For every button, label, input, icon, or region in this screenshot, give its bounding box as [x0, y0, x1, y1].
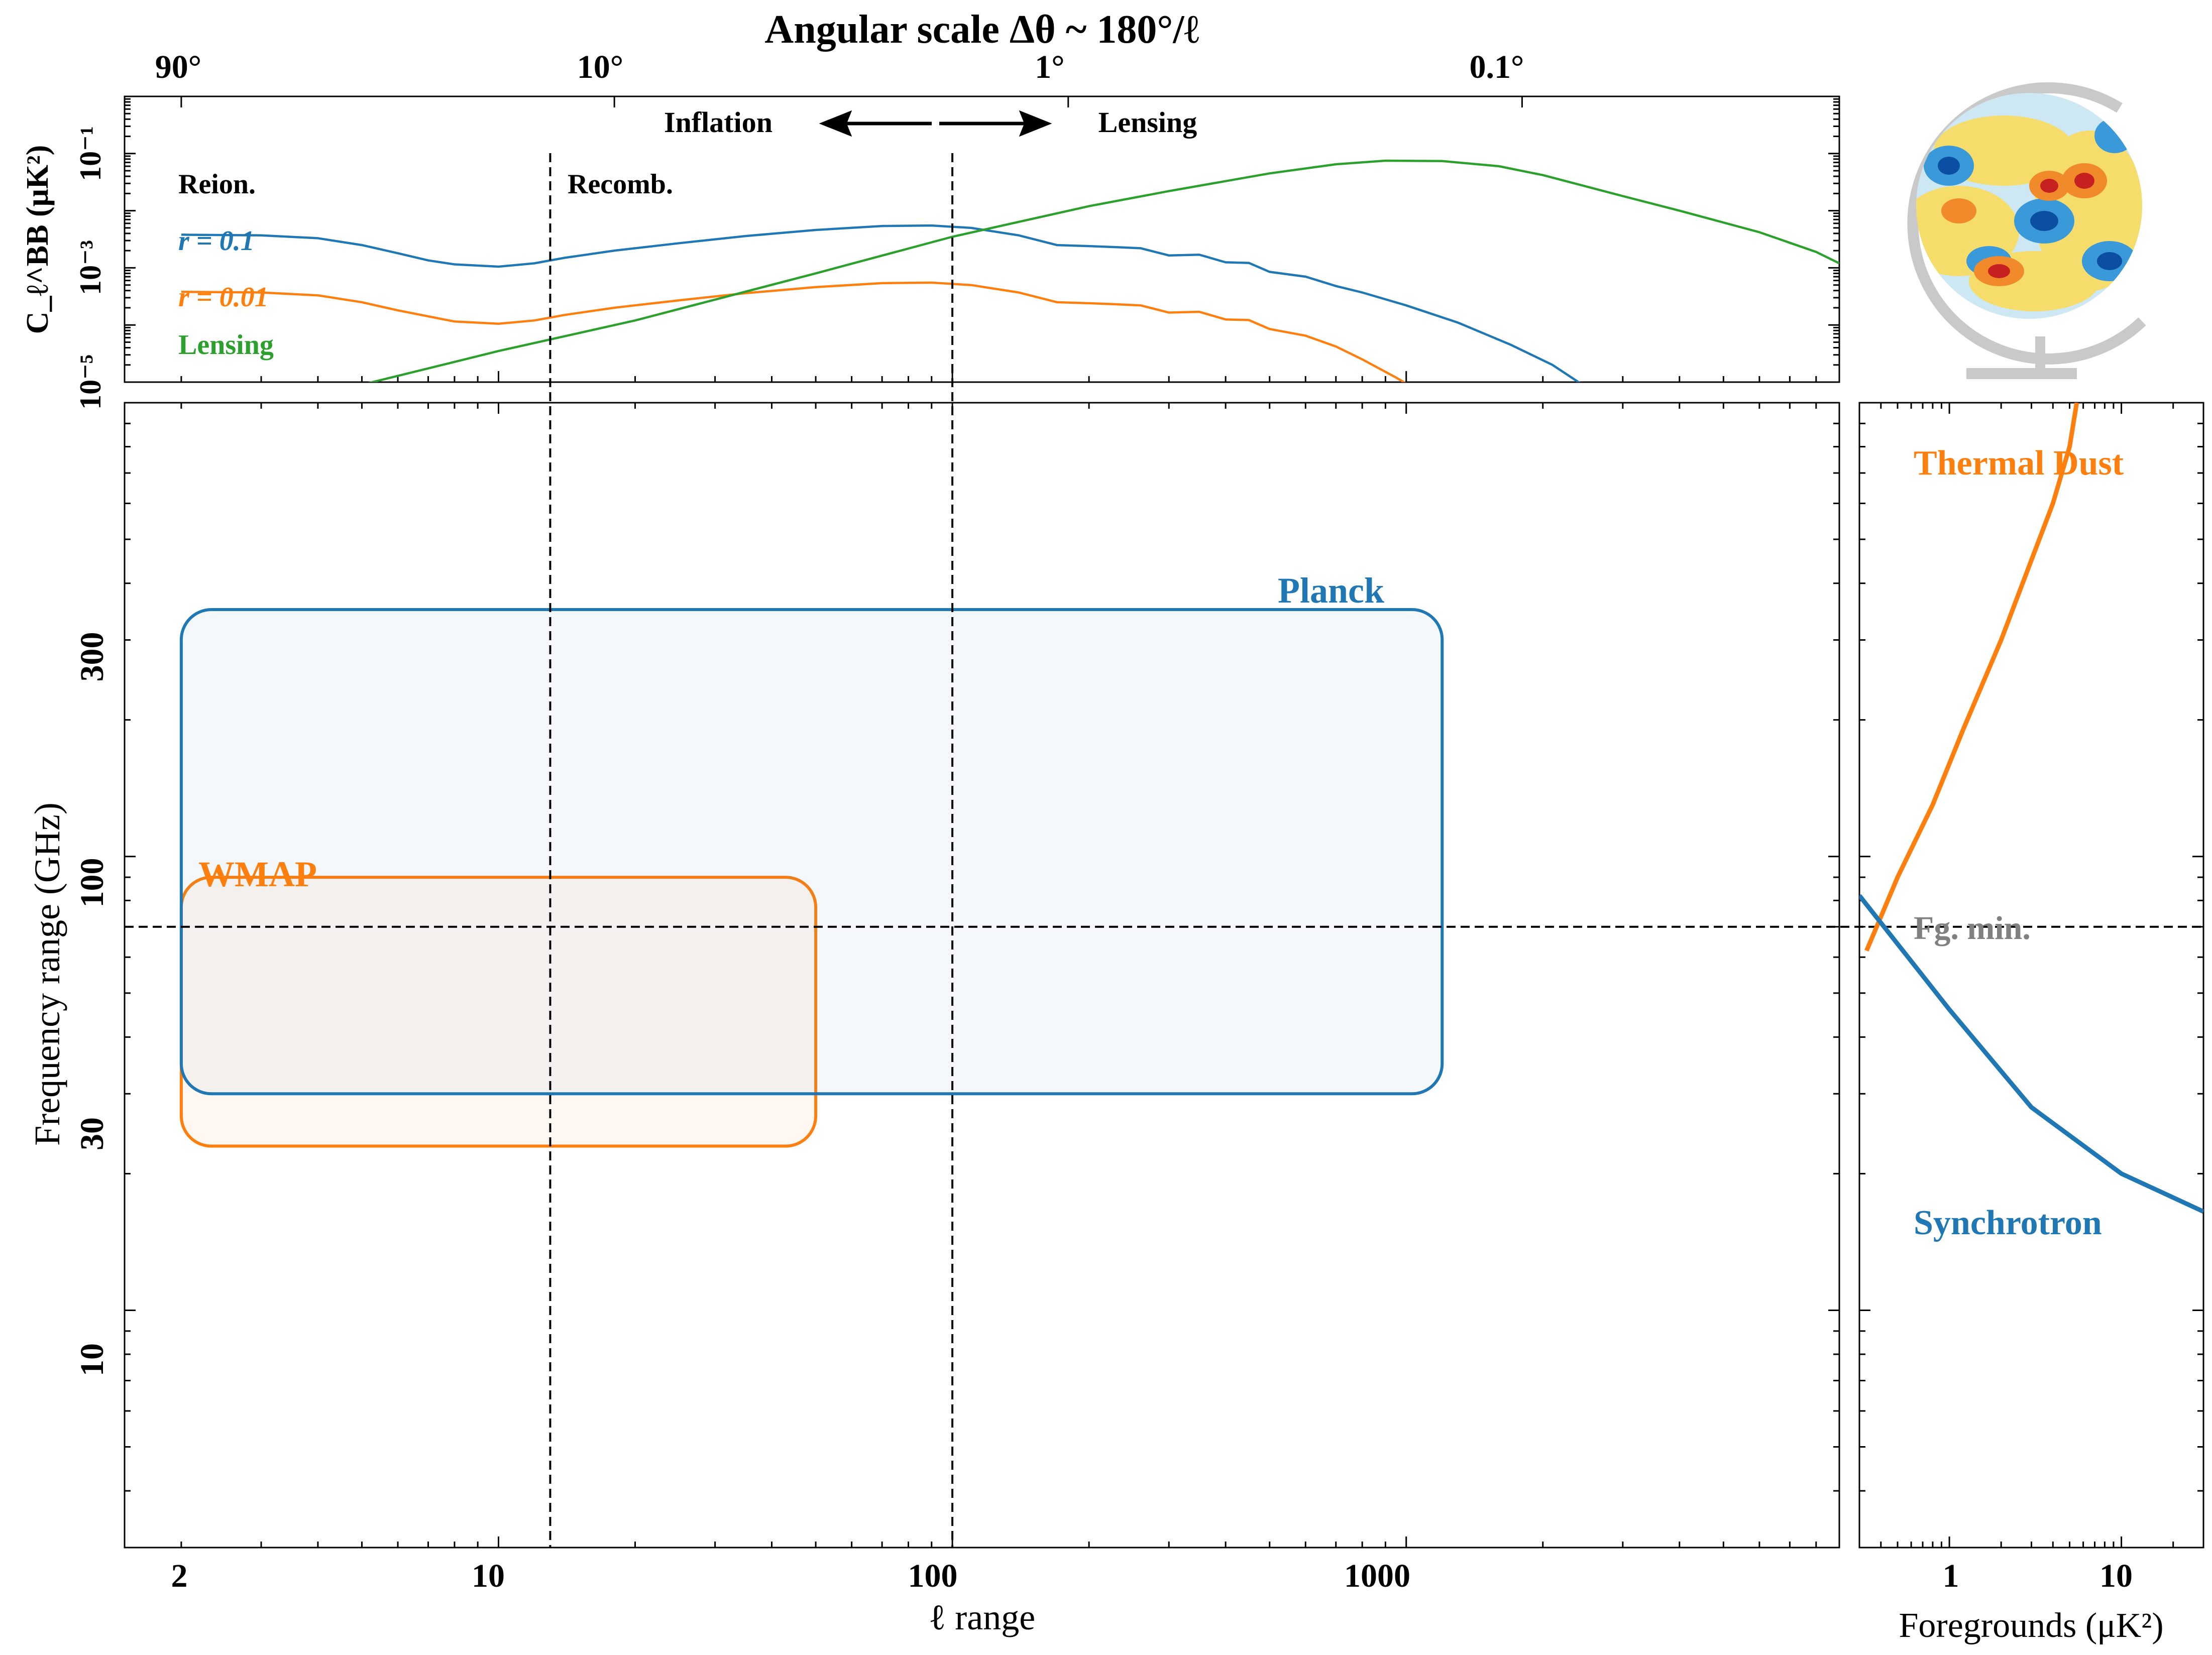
foreground-xlabel: Foregrounds (μK²): [1899, 1606, 2163, 1645]
main-ylabel: Frequency range (GHz): [27, 802, 67, 1146]
series-line-synchrotron: [1859, 894, 2203, 1214]
top-axis-title: Angular scale Δθ ~ 180°/ℓ: [764, 8, 1199, 52]
main-y-tick-label: 100: [74, 858, 110, 908]
main-y-tick-label: 300: [74, 632, 110, 682]
foreground-x-tick-label: 10: [2099, 1558, 2133, 1594]
series-line-r-0.1: [181, 224, 1581, 382]
foreground-panel-frame: [1858, 402, 2204, 1549]
top-y-tick-label: 10⁻¹: [74, 126, 107, 181]
inflation-label: Inflation: [664, 106, 772, 139]
main-panel-frame: [124, 402, 1840, 1549]
main-y-tick-label: 30: [74, 1117, 110, 1150]
axis-ticks: [125, 95, 2204, 1549]
cmb-globe-icon: [1907, 82, 2146, 379]
wmap-label: WMAP: [198, 854, 317, 894]
top-axis-tick-label: 1°: [1035, 49, 1064, 85]
main-x-tick-label: 2: [171, 1558, 188, 1594]
thermal-dust-label: Thermal Dust: [1914, 444, 2124, 483]
series-line-r-0.01: [181, 281, 1406, 382]
legend-lensing: Lensing: [178, 329, 274, 361]
top-axis-tick-label: 90°: [155, 49, 201, 85]
top-panel-ylabel: C_ℓ^BB (μK²): [21, 145, 55, 334]
planck-range-box: [179, 608, 1444, 1096]
series-line-lensing: [368, 159, 1839, 382]
top-axis-tick-label: 10°: [577, 49, 623, 85]
top-y-tick-label: 10⁻³: [74, 240, 107, 295]
main-x-tick-label: 1000: [1344, 1558, 1410, 1594]
top-y-tick-label: 10⁻⁵: [74, 354, 107, 410]
main-y-tick-label: 10: [74, 1343, 110, 1376]
legend-r-0.1: r = 0.1: [178, 225, 255, 257]
main-x-tick-label: 100: [908, 1558, 958, 1594]
top-panel-frame: [124, 95, 1840, 383]
synchrotron-label: Synchrotron: [1914, 1204, 2102, 1242]
planck-label: Planck: [1278, 570, 1384, 611]
lensing-arrow-label: Lensing: [1098, 106, 1197, 139]
reionization-label: Reion.: [178, 169, 256, 200]
foreground-minimum-label: Fg. min.: [1914, 910, 2031, 947]
series-line-thermal-dust: [1864, 403, 2079, 952]
recombination-label: Recomb.: [568, 169, 673, 200]
main-xlabel: ℓ range: [929, 1597, 1035, 1637]
legend-r-0.01: r = 0.01: [178, 282, 269, 313]
inflation-lensing-arrows: [819, 110, 1052, 137]
top-axis-tick-label: 0.1°: [1470, 49, 1524, 85]
foreground-x-tick-label: 1: [1943, 1558, 1959, 1594]
main-x-tick-label: 10: [472, 1558, 505, 1594]
